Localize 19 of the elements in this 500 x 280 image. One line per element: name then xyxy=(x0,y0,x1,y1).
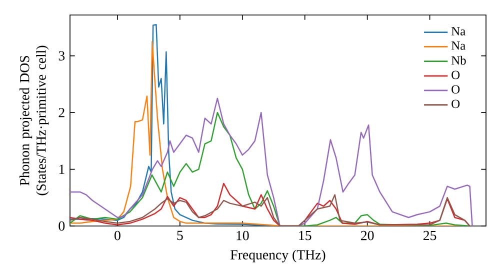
legend-label: Na xyxy=(451,42,466,50)
x-tick-label: 25 xyxy=(423,230,436,240)
legend-label: O xyxy=(452,70,460,80)
legend-label: O xyxy=(452,85,460,94)
line-series xyxy=(70,194,470,226)
legend-label: Na xyxy=(451,27,466,36)
x-tick-label: 10 xyxy=(236,230,249,240)
x-axis-title: Frequency (THz) xyxy=(230,250,326,262)
legend-label: O xyxy=(452,100,460,108)
y-tick-label: 2 xyxy=(58,108,64,118)
legend-label: Nb xyxy=(451,56,466,65)
x-tick-label: 20 xyxy=(361,230,374,240)
y-tick-label: 1 xyxy=(59,164,64,174)
y-tick-label: 3 xyxy=(58,51,65,60)
x-tick-label: 15 xyxy=(299,230,312,240)
y-tick-label: 0 xyxy=(58,221,65,231)
x-tick-label: 5 xyxy=(177,230,183,240)
x-tick-label: 0 xyxy=(114,230,120,240)
y-axis-title: Phonon projected DOS (States/THz·primitive cell) xyxy=(20,46,49,196)
